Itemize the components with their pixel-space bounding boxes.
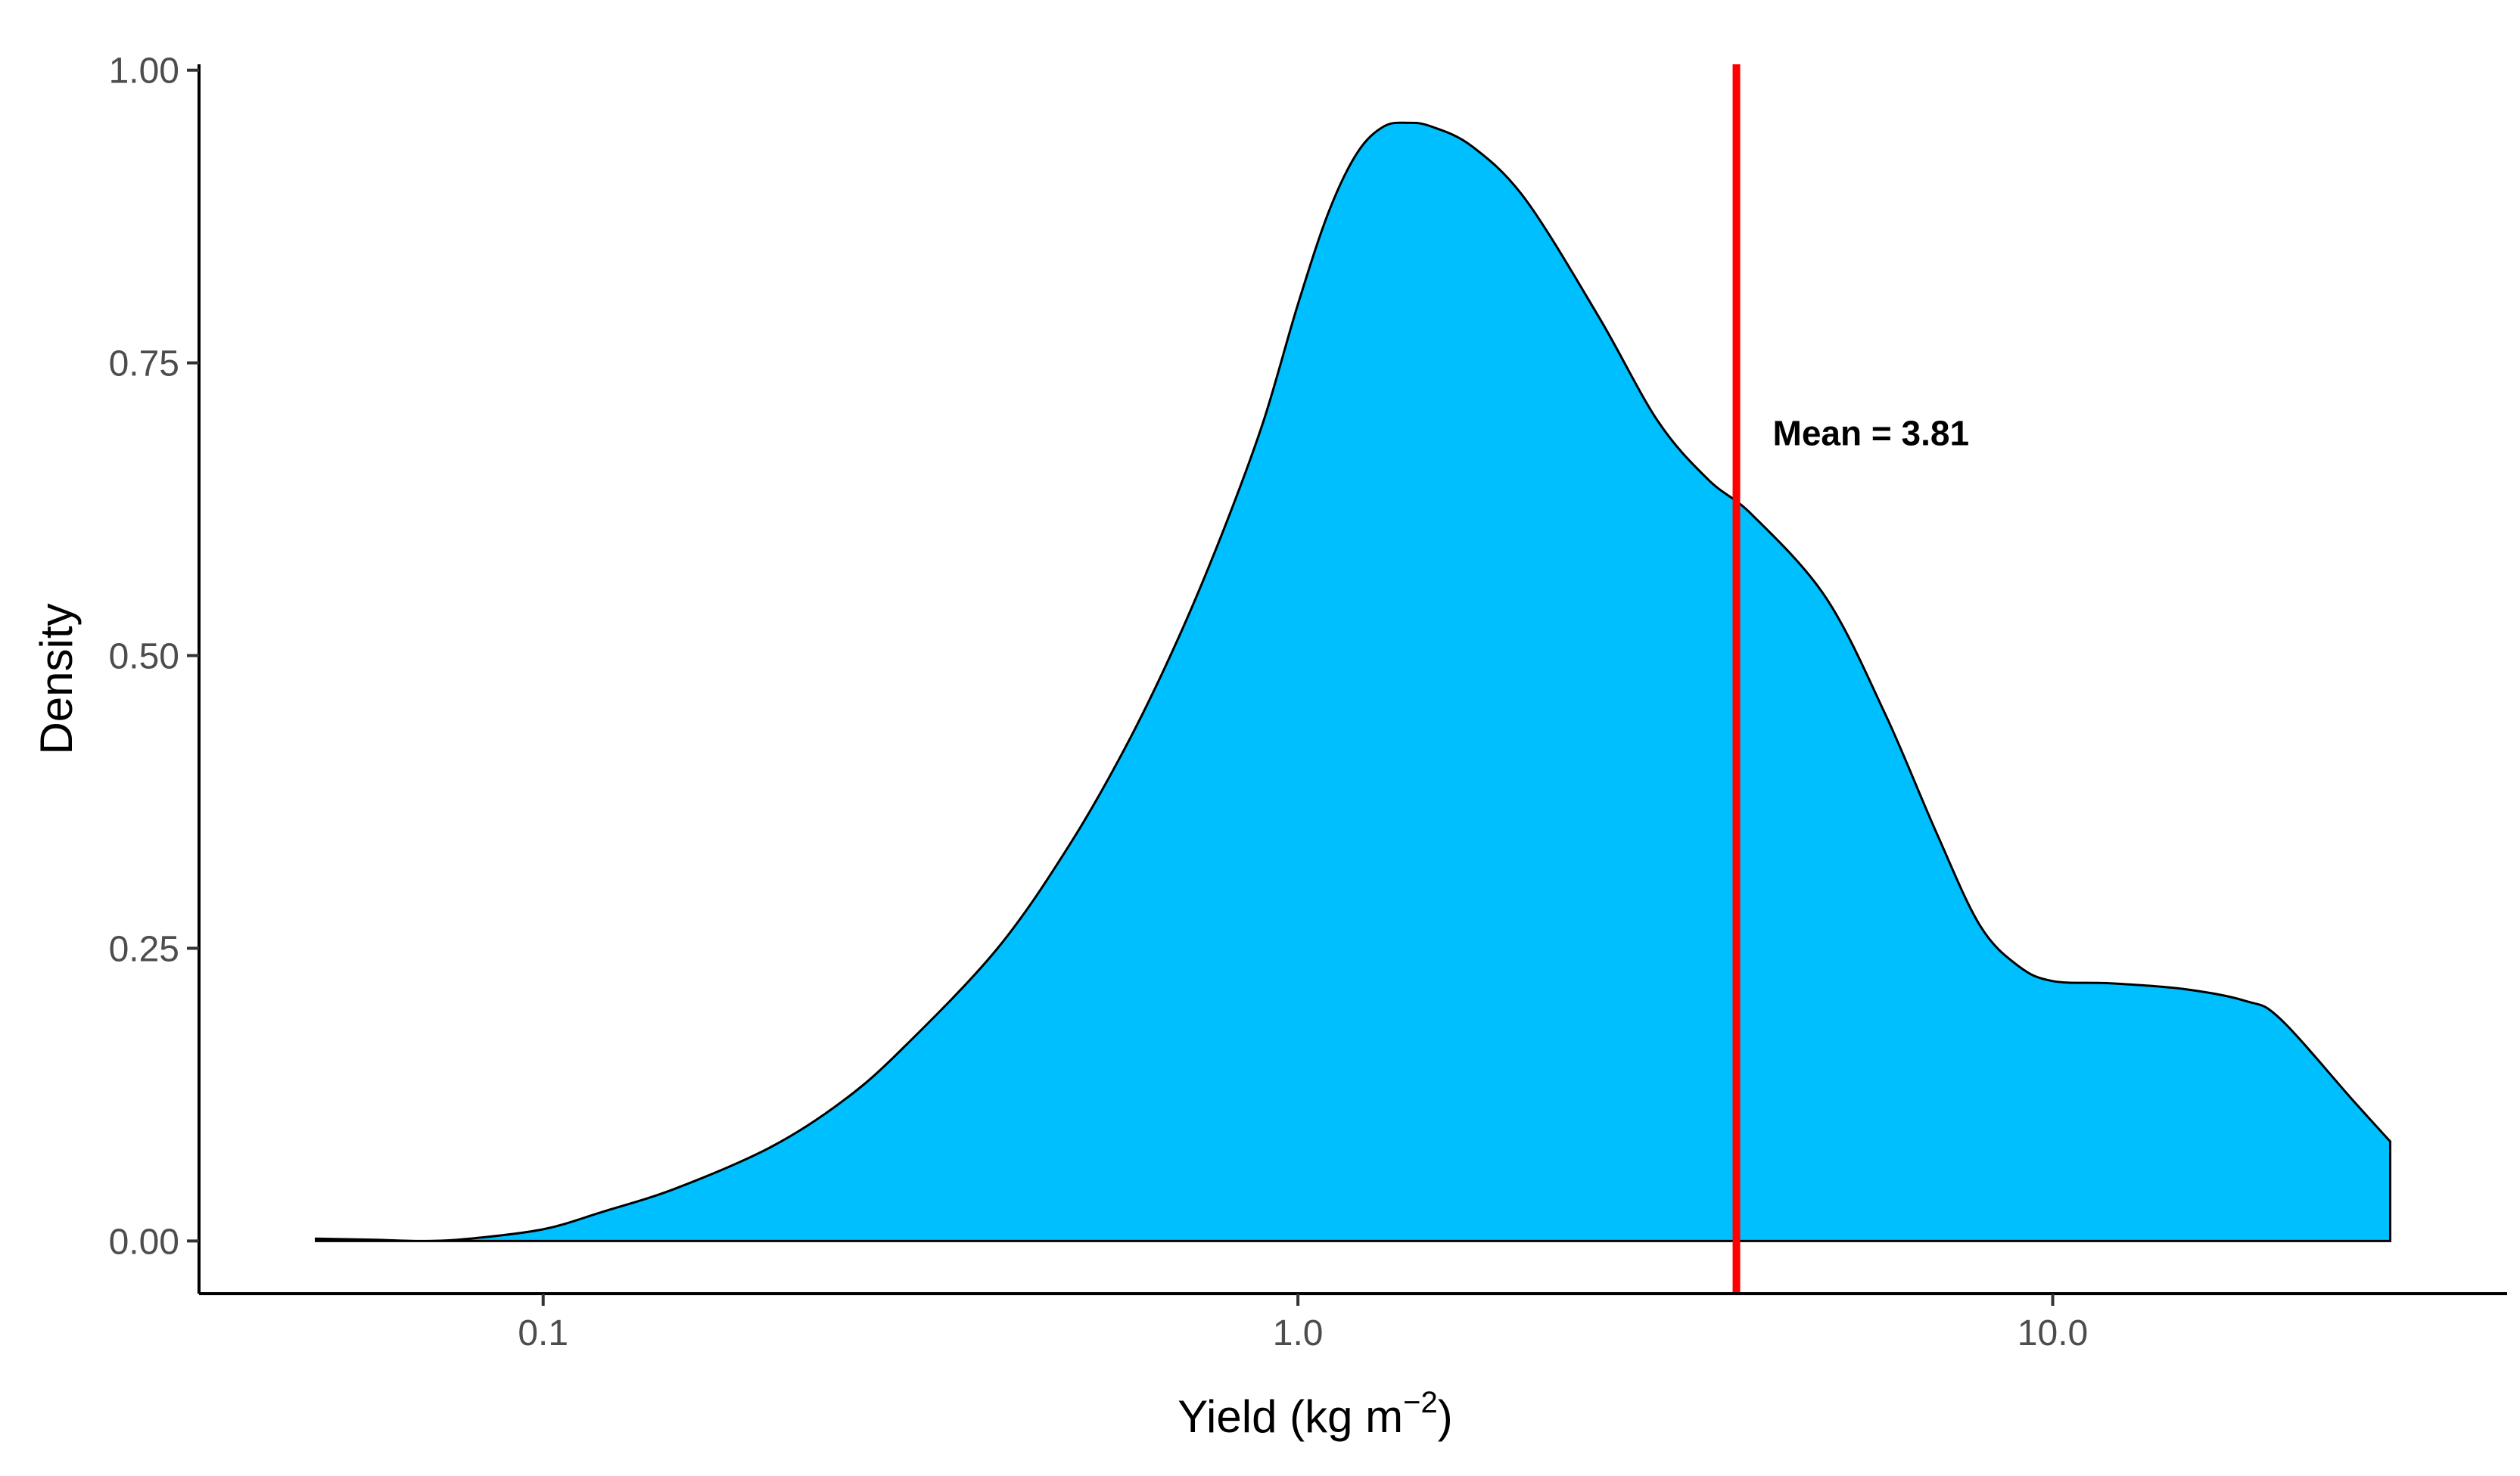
y-axis: 0.00 0.25 0.50 0.75 1.00 xyxy=(109,51,201,1294)
y-axis-title: Density xyxy=(31,603,82,754)
density-area xyxy=(315,121,2391,1242)
x-axis-title: Yield (kg m−2) xyxy=(1178,1386,1452,1442)
x-tick-label: 10.0 xyxy=(2018,1313,2088,1353)
x-axis-title-superscript: −2 xyxy=(1403,1386,1438,1419)
mean-label: Mean = 3.81 xyxy=(1773,414,1970,453)
x-tick-label: 0.1 xyxy=(518,1313,568,1353)
y-tick-label: 0.75 xyxy=(109,344,179,384)
y-tick-label: 0.00 xyxy=(109,1222,179,1262)
x-axis-title-close: ) xyxy=(1438,1391,1453,1442)
y-tick-label: 0.50 xyxy=(109,637,179,677)
y-tick-label: 0.25 xyxy=(109,929,179,969)
y-tick-label: 1.00 xyxy=(109,51,179,92)
x-axis-title-main: Yield (kg m xyxy=(1178,1391,1403,1442)
x-tick-label: 1.0 xyxy=(1273,1313,1324,1353)
plot-area: Mean = 3.81 xyxy=(315,64,2391,1294)
x-axis: 0.1 1.0 10.0 xyxy=(199,1292,2507,1353)
